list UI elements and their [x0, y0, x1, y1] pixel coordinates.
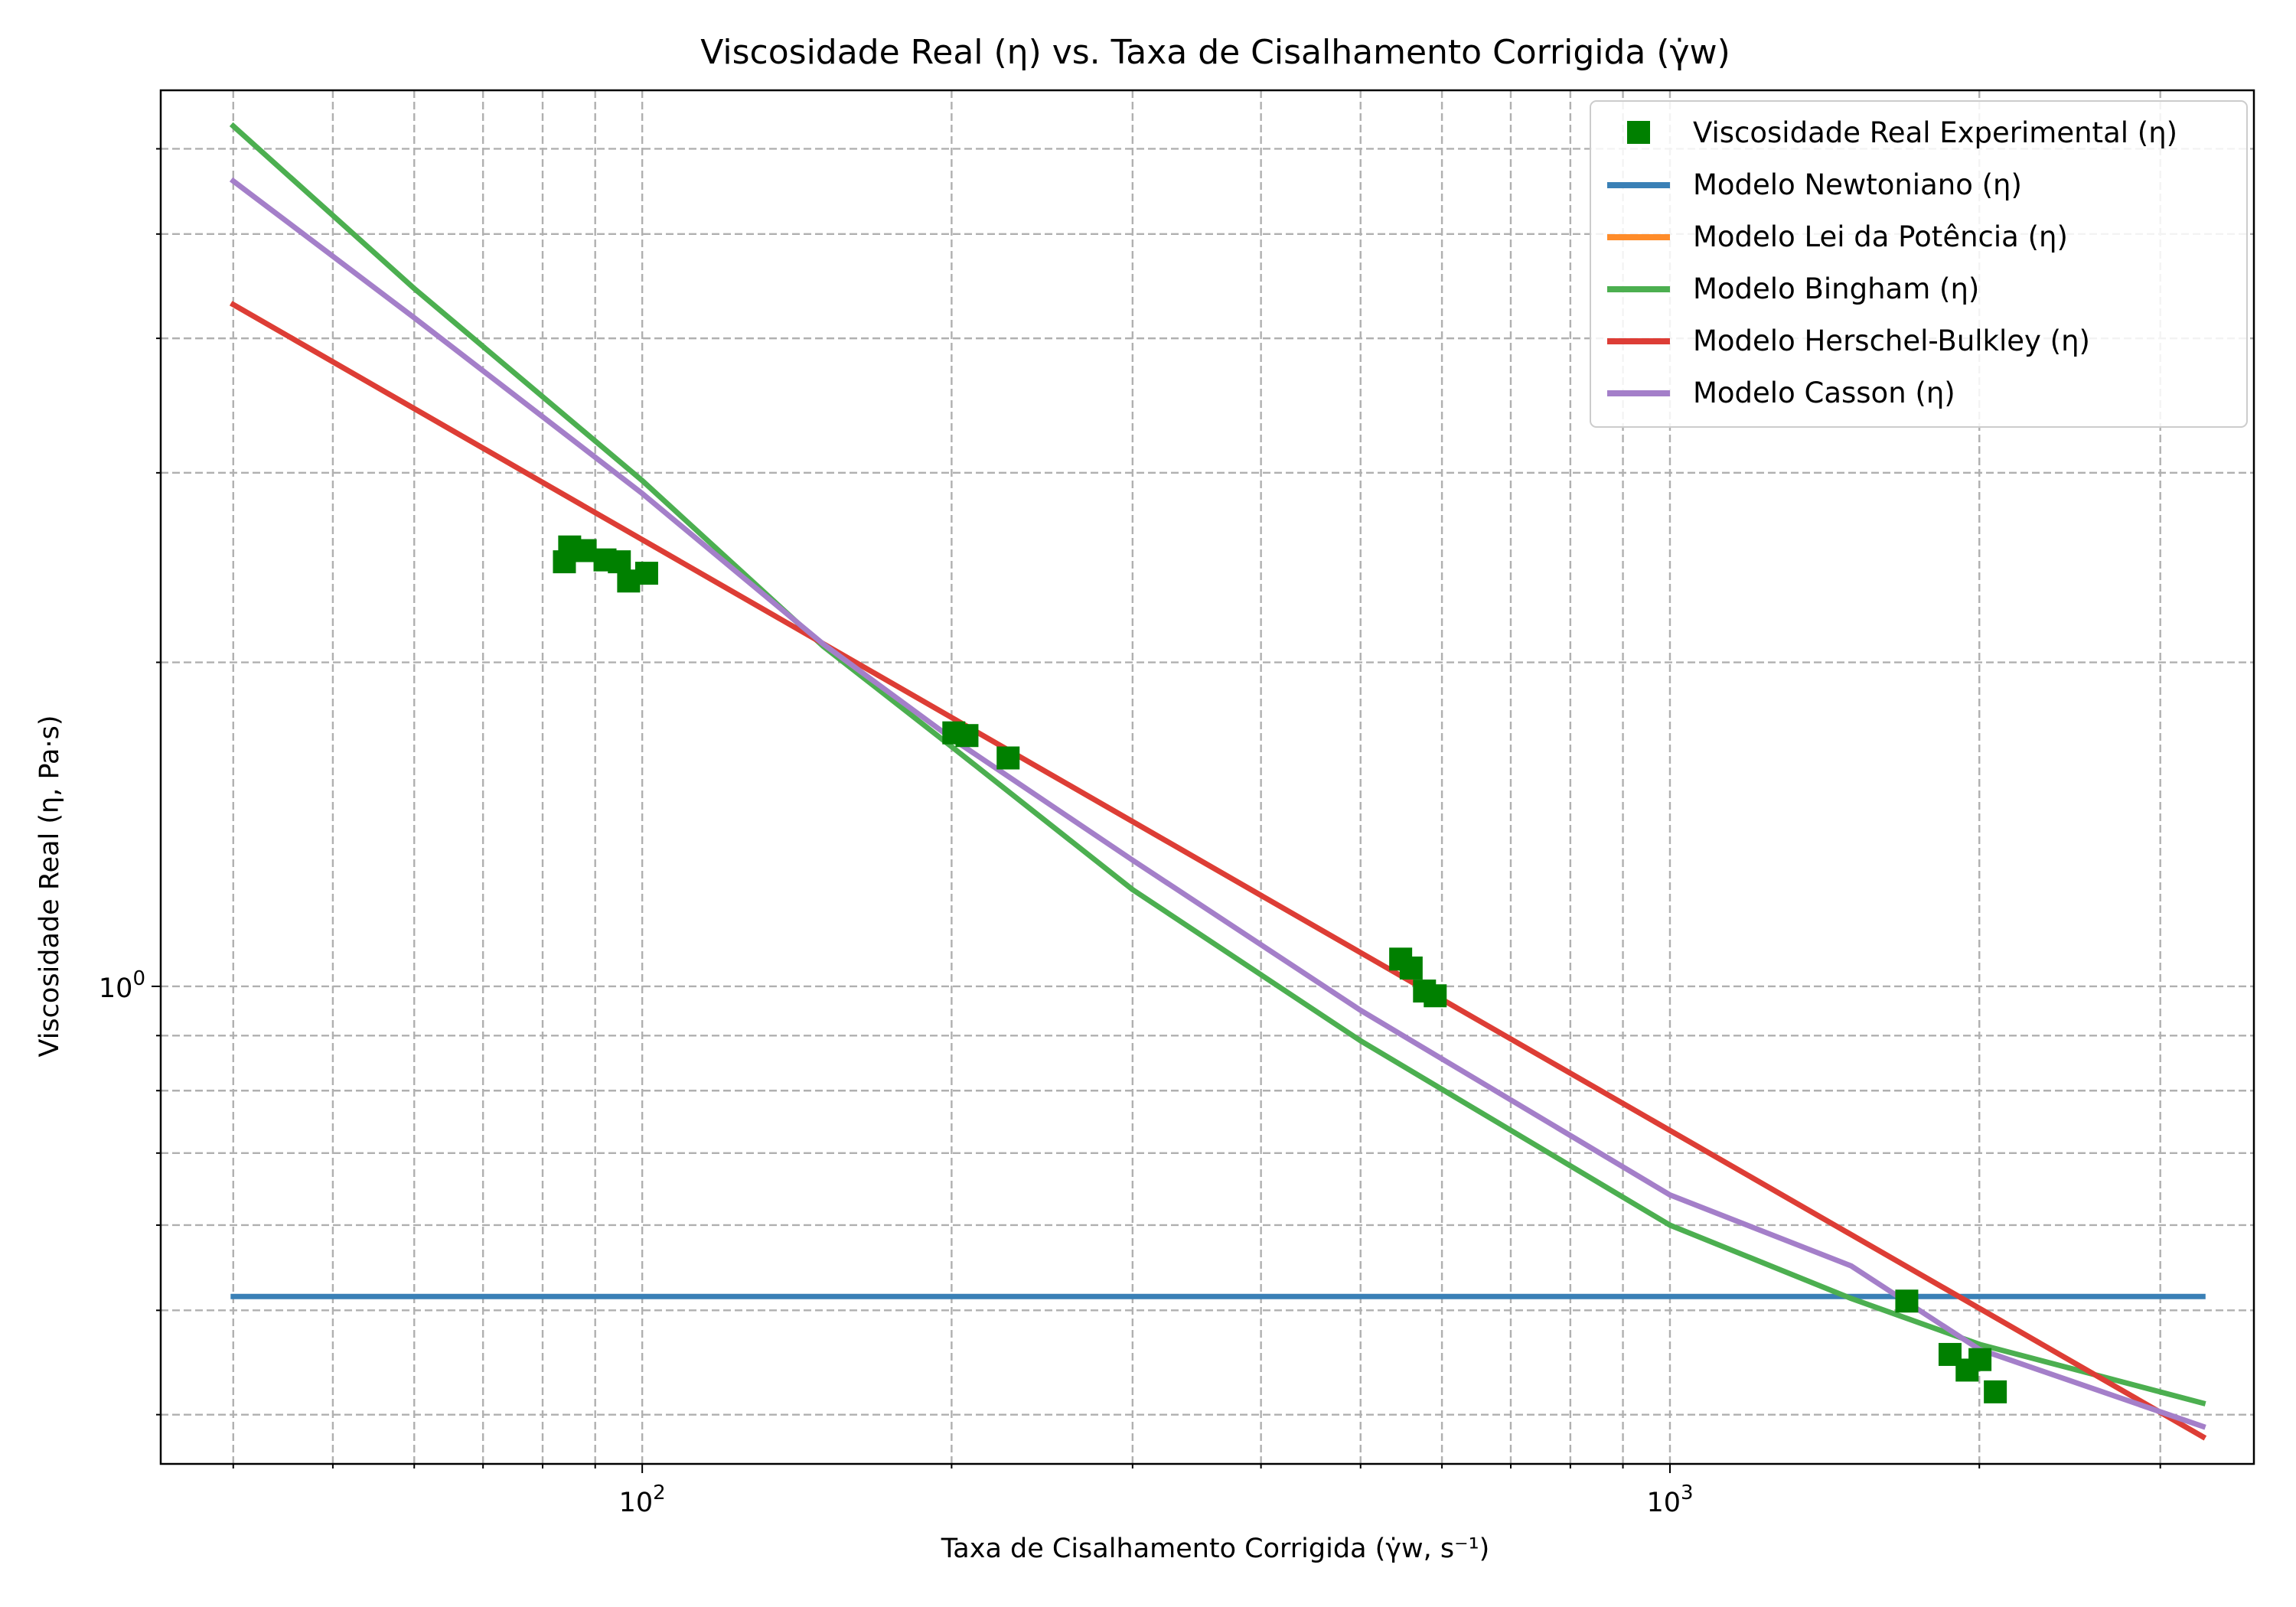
- data-point: [1399, 956, 1423, 980]
- series-line-modelo-bingham: [229, 122, 2206, 1407]
- y-tick-exponent: 0: [132, 967, 145, 990]
- series-line-modelo-herschel-bulkley: [230, 301, 2207, 1441]
- x-tick-exponent: 2: [653, 1482, 666, 1504]
- y-tick-label: 100: [99, 967, 145, 1004]
- x-tick-label: 102: [619, 1482, 666, 1518]
- x-tick-exponent: 3: [1681, 1482, 1694, 1504]
- legend-marker-experimental: [1627, 121, 1650, 144]
- data-point: [608, 550, 631, 574]
- data-point: [573, 539, 597, 562]
- data-point: [996, 746, 1020, 770]
- data-point: [634, 562, 658, 585]
- x-tick-base: 10: [1646, 1488, 1681, 1518]
- data-point: [1968, 1348, 1992, 1371]
- legend: Viscosidade Real Experimental (η) Modelo …: [1590, 100, 2248, 428]
- y-axis-label: Viscosidade Real (η, Pa·s): [34, 715, 65, 1058]
- legend-label-modelo-bingham: Modelo Bingham (η): [1693, 272, 1979, 305]
- grid-lines: [161, 90, 2254, 1464]
- experimental-points: [553, 535, 2007, 1403]
- legend-label-modelo-lei-da-potencia: Modelo Lei da Potência (η): [1693, 220, 2068, 253]
- data-point: [1424, 984, 1447, 1008]
- data-point: [1984, 1380, 2007, 1403]
- legend-box: [1590, 100, 2248, 428]
- legend-label-modelo-casson: Modelo Casson (η): [1693, 376, 1955, 409]
- data-point: [1895, 1289, 1919, 1313]
- y-tick-base: 10: [99, 973, 133, 1004]
- chart-title: Viscosidade Real (η) vs. Taxa de Cisalha…: [700, 33, 1730, 72]
- plot-frame: [159, 89, 2255, 1465]
- series-line-modelo-casson: [229, 177, 2206, 1430]
- legend-label-modelo-herschel-bulkley: Modelo Herschel-Bulkley (η): [1693, 324, 2090, 357]
- x-tick-label: 103: [1646, 1482, 1693, 1518]
- legend-label-modelo-newtoniano: Modelo Newtoniano (η): [1693, 168, 2022, 201]
- x-tick-base: 10: [619, 1488, 654, 1518]
- legend-label-experimental: Viscosidade Real Experimental (η): [1693, 116, 2177, 149]
- plot-series: [229, 122, 2207, 1441]
- data-point: [955, 724, 979, 748]
- x-axis-label: Taxa de Cisalhamento Corrigida (γ̇w, s⁻¹…: [941, 1534, 1490, 1564]
